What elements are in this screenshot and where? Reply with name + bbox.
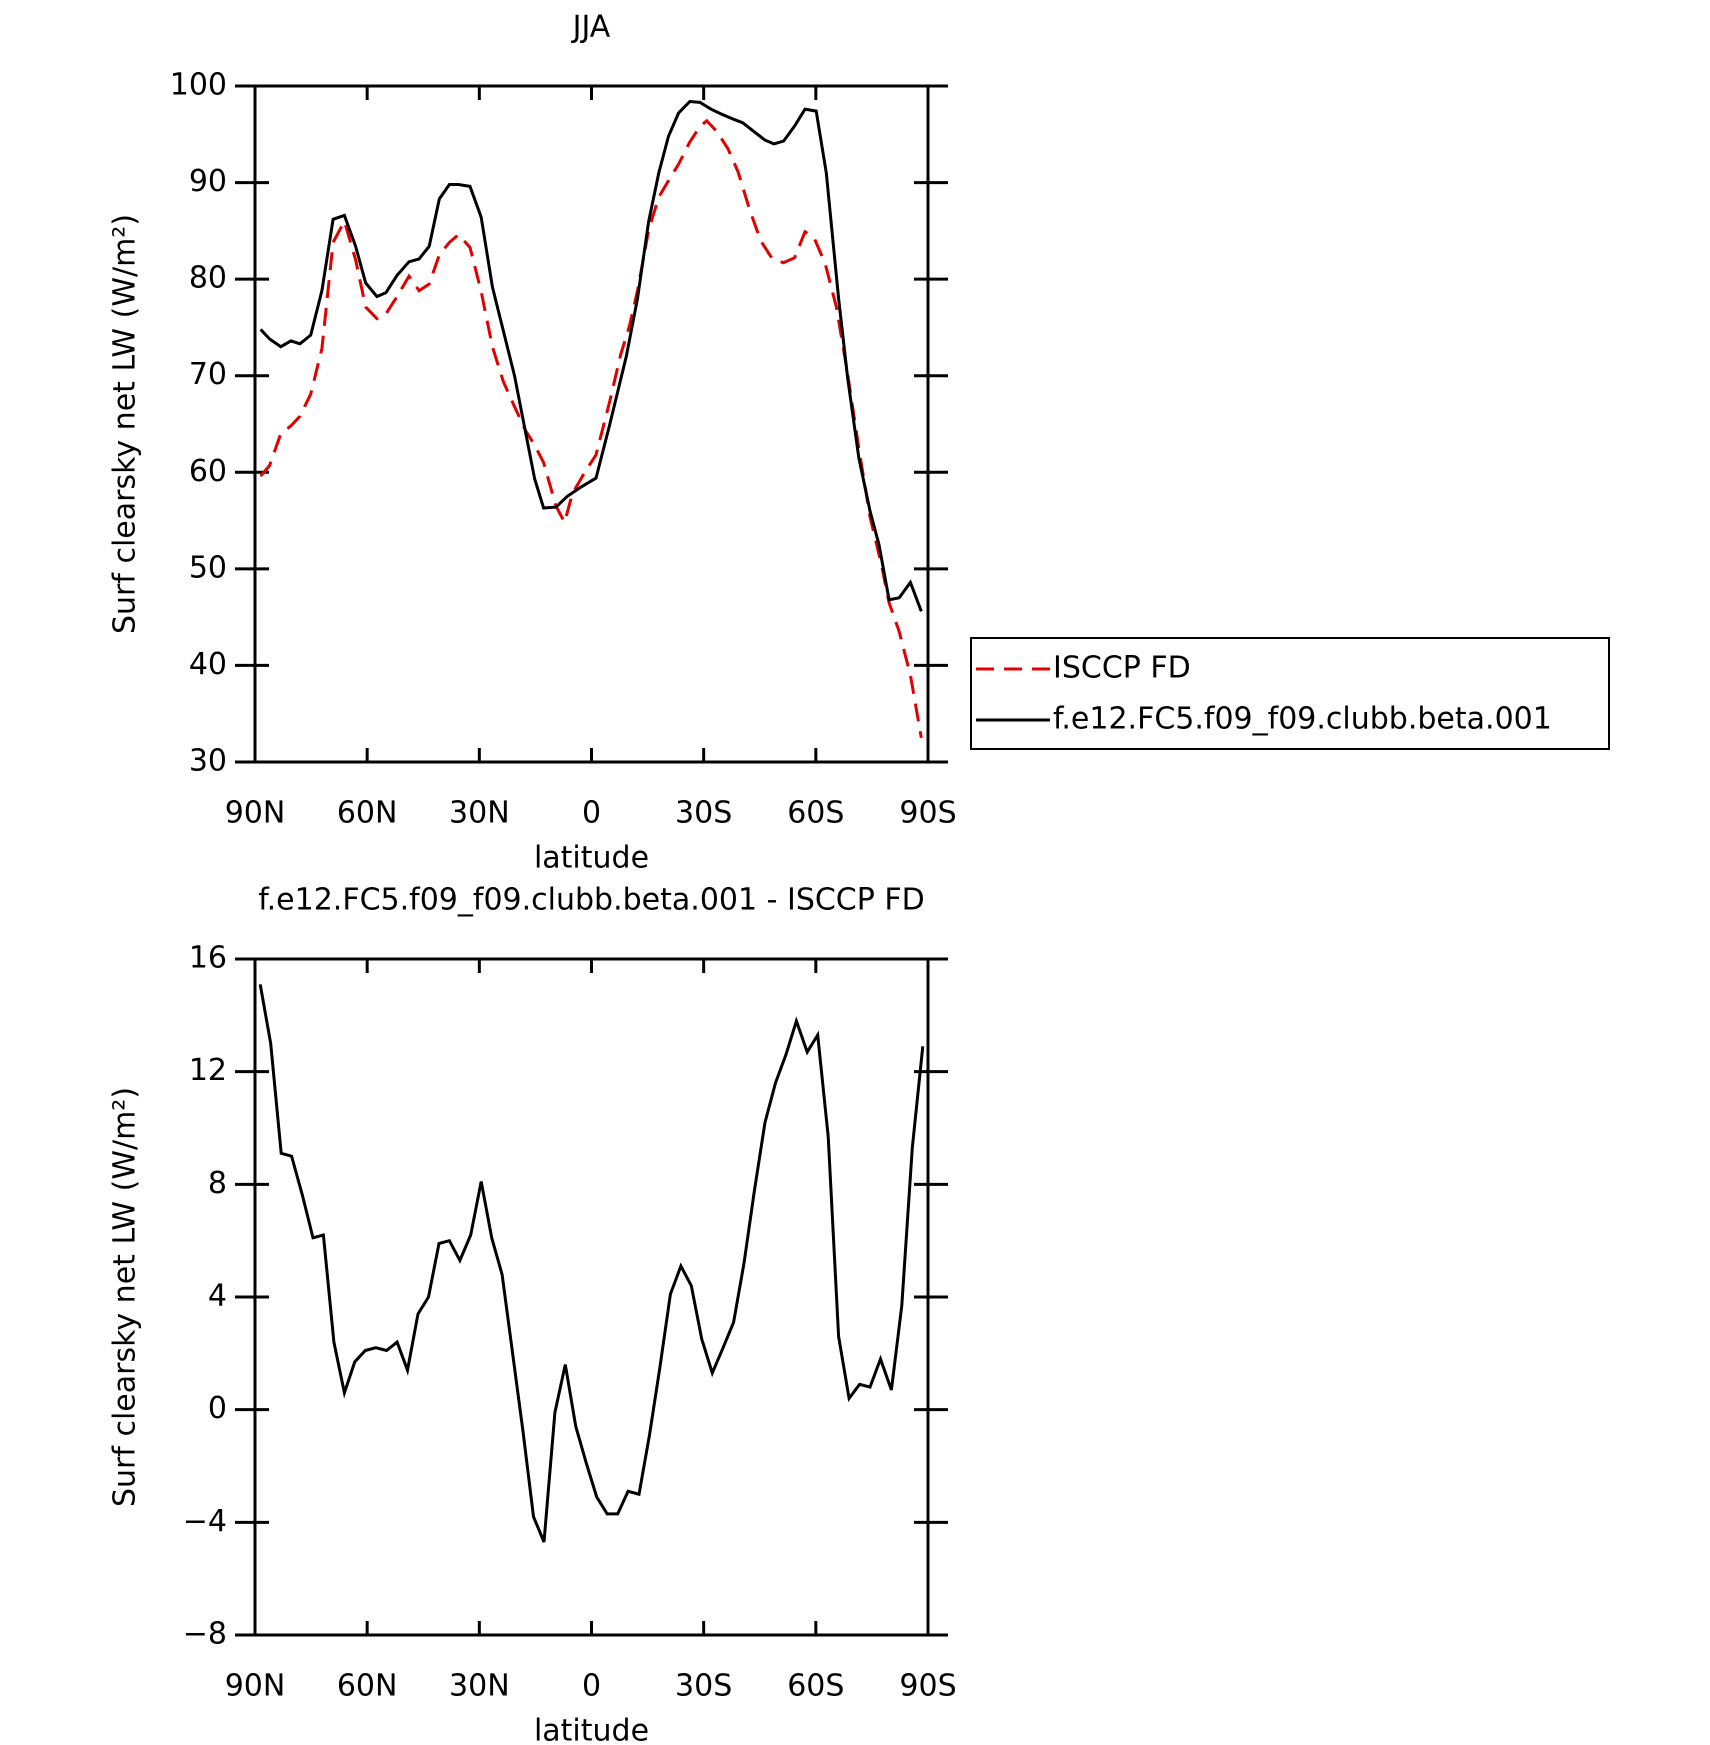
x-tick-label: 30S bbox=[675, 1669, 732, 1704]
y-tick-label: 30 bbox=[189, 744, 227, 779]
x-tick-label: 30N bbox=[449, 796, 510, 831]
y-axis-label: Surf clearsky net LW (W/m²) bbox=[108, 214, 143, 634]
legend-box bbox=[970, 637, 1610, 750]
x-tick-label: 90S bbox=[899, 1669, 956, 1704]
plot-frame bbox=[253, 957, 930, 1637]
x-axis-label: latitude bbox=[534, 841, 649, 876]
y-tick-label: 100 bbox=[170, 68, 227, 103]
x-tick-label: 30S bbox=[675, 796, 732, 831]
chart-title: f.e12.FC5.f09_f09.clubb.beta.001 - ISCCP… bbox=[258, 883, 925, 918]
y-tick-label: 12 bbox=[189, 1053, 227, 1088]
x-tick-label: 60N bbox=[337, 1669, 398, 1704]
legend-label: f.e12.FC5.f09_f09.clubb.beta.001 bbox=[1053, 702, 1552, 737]
y-tick-label: 0 bbox=[208, 1391, 227, 1426]
y-tick-label: −4 bbox=[183, 1504, 227, 1539]
y-tick-label: 50 bbox=[189, 550, 227, 585]
y-axis-label: Surf clearsky net LW (W/m²) bbox=[108, 1087, 143, 1507]
y-tick-label: 70 bbox=[189, 357, 227, 392]
data-line bbox=[259, 99, 923, 612]
x-axis-label: latitude bbox=[534, 1714, 649, 1745]
x-tick-label: 60N bbox=[337, 796, 398, 831]
x-tick-label: 90N bbox=[225, 1669, 286, 1704]
y-tick-label: 16 bbox=[189, 941, 227, 976]
y-tick-label: 8 bbox=[208, 1166, 227, 1201]
x-tick-label: 30N bbox=[449, 1669, 510, 1704]
y-tick-label: 60 bbox=[189, 454, 227, 489]
data-line bbox=[258, 984, 925, 1543]
legend-label: ISCCP FD bbox=[1053, 651, 1191, 686]
y-tick-label: −8 bbox=[183, 1617, 227, 1652]
y-tick-label: 90 bbox=[189, 164, 227, 199]
chart-title: JJA bbox=[571, 10, 611, 45]
y-tick-label: 4 bbox=[208, 1279, 227, 1314]
data-line bbox=[259, 118, 923, 739]
y-tick-label: 80 bbox=[189, 261, 227, 296]
x-tick-label: 90N bbox=[225, 796, 286, 831]
x-tick-label: 0 bbox=[582, 796, 601, 831]
x-tick-label: 90S bbox=[899, 796, 956, 831]
y-tick-label: 40 bbox=[189, 647, 227, 682]
x-tick-label: 60S bbox=[787, 1669, 844, 1704]
x-tick-label: 60S bbox=[787, 796, 844, 831]
x-tick-label: 0 bbox=[582, 1669, 601, 1704]
